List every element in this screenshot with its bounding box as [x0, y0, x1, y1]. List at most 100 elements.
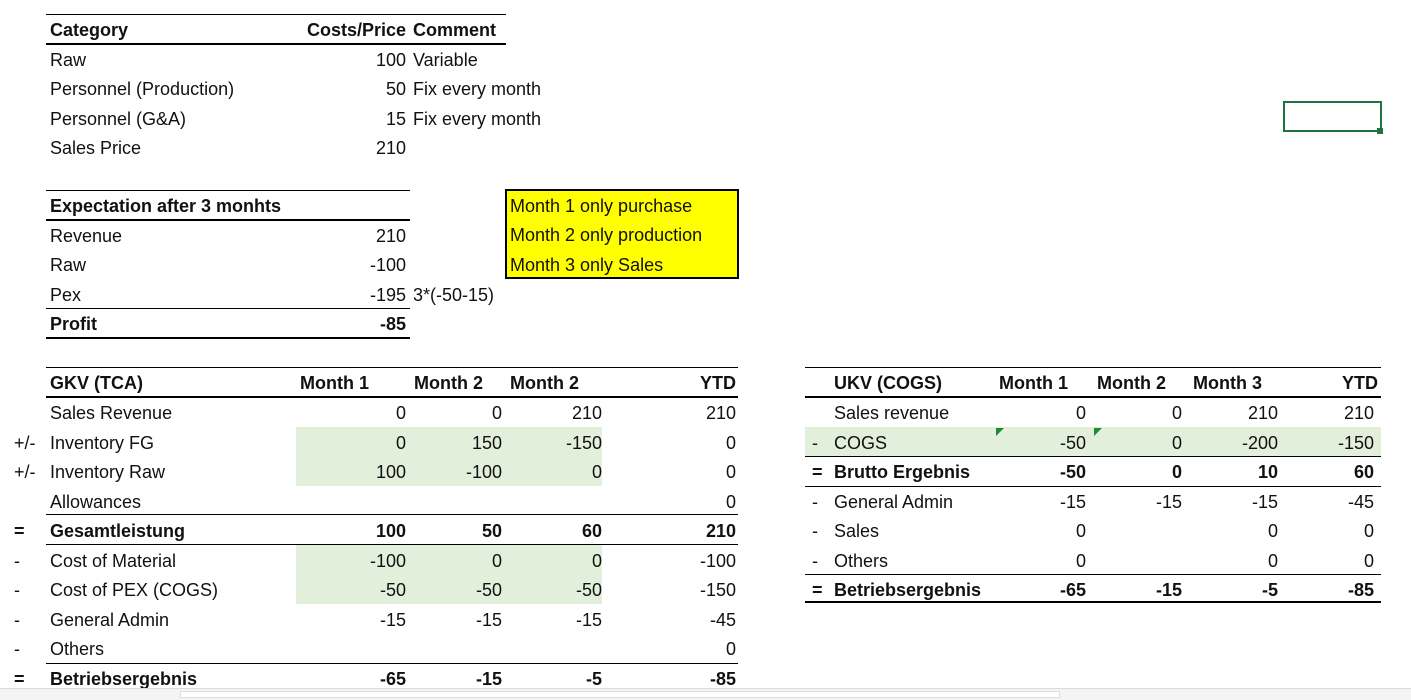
table1-cost[interactable]: 50: [385, 79, 406, 100]
gkv-sign[interactable]: -: [14, 609, 20, 630]
gkv-value[interactable]: 0: [591, 550, 602, 571]
scrollbar-thumb[interactable]: [180, 691, 1060, 698]
gkv-value[interactable]: -100: [465, 462, 502, 482]
note-line[interactable]: Month 3 only Sales: [510, 254, 664, 275]
gkv-sign[interactable]: -: [14, 580, 20, 600]
table1-category[interactable]: Personnel (G&A): [50, 108, 187, 129]
ukv-value[interactable]: -15: [1155, 491, 1182, 512]
expectation-label[interactable]: Revenue: [50, 226, 123, 246]
table1-header-costs[interactable]: Costs/Price: [306, 20, 406, 40]
gkv-value[interactable]: 210: [705, 521, 736, 541]
ukv-row-label[interactable]: Brutto Ergebnis: [834, 462, 971, 482]
gkv-value[interactable]: 210: [571, 403, 602, 423]
profit-value[interactable]: -85: [379, 314, 406, 334]
gkv-value[interactable]: -65: [379, 668, 406, 689]
ukv-value[interactable]: 0: [1075, 521, 1086, 541]
ukv-sign[interactable]: -: [812, 521, 818, 541]
gkv-value[interactable]: -50: [575, 580, 602, 600]
gkv-header-month3[interactable]: Month 2: [510, 373, 579, 393]
ukv-value[interactable]: -50: [1059, 432, 1086, 453]
expectation-label[interactable]: Raw: [50, 255, 87, 276]
ukv-sign[interactable]: -: [812, 491, 818, 512]
gkv-value[interactable]: 0: [725, 432, 736, 453]
ukv-value[interactable]: 0: [1171, 403, 1182, 423]
ukv-row-label[interactable]: COGS: [834, 432, 888, 453]
gkv-value[interactable]: -15: [379, 609, 406, 630]
gkv-header-ytd[interactable]: YTD: [700, 373, 736, 393]
expectation-value[interactable]: -195: [369, 284, 406, 305]
ukv-value[interactable]: -200: [1241, 432, 1278, 453]
gkv-row-label[interactable]: Inventory Raw: [50, 462, 166, 482]
ukv-header-month3[interactable]: Month 3: [1193, 373, 1262, 393]
gkv-row-label[interactable]: Betriebsergebnis: [50, 668, 198, 689]
ukv-value[interactable]: 0: [1075, 403, 1086, 423]
gkv-value[interactable]: -50: [379, 580, 406, 600]
gkv-value[interactable]: 100: [375, 521, 406, 541]
gkv-value[interactable]: 0: [491, 403, 502, 423]
table1-cost[interactable]: 210: [375, 137, 406, 158]
ukv-value[interactable]: 0: [1267, 521, 1278, 541]
gkv-sign[interactable]: -: [14, 639, 20, 659]
note-line[interactable]: Month 1 only purchase: [510, 196, 693, 216]
ukv-value[interactable]: 0: [1267, 550, 1278, 571]
ukv-value[interactable]: -5: [1261, 580, 1278, 600]
table1-comment[interactable]: Fix every month: [413, 108, 542, 129]
expectation-value[interactable]: -100: [369, 255, 406, 276]
gkv-header-month2[interactable]: Month 2: [414, 373, 483, 393]
ukv-value[interactable]: 10: [1257, 462, 1278, 482]
ukv-row-label[interactable]: General Admin: [834, 491, 954, 512]
gkv-row-label[interactable]: General Admin: [50, 609, 170, 630]
table1-header-category[interactable]: Category: [50, 20, 129, 40]
gkv-value[interactable]: 100: [375, 462, 406, 482]
gkv-sign[interactable]: -: [14, 550, 20, 571]
gkv-sign[interactable]: +/-: [14, 462, 36, 482]
gkv-value[interactable]: 0: [395, 403, 406, 423]
gkv-value[interactable]: -150: [699, 580, 736, 600]
table1-category[interactable]: Sales Price: [50, 137, 142, 158]
gkv-value[interactable]: 50: [481, 521, 502, 541]
gkv-value[interactable]: -150: [565, 432, 602, 453]
gkv-row-label[interactable]: Inventory FG: [50, 432, 155, 453]
note-line[interactable]: Month 2 only production: [510, 225, 703, 246]
ukv-header-month1[interactable]: Month 1: [999, 373, 1068, 393]
ukv-sign[interactable]: -: [812, 550, 818, 571]
gkv-row-label[interactable]: Cost of Material: [50, 550, 177, 571]
gkv-row-label[interactable]: Gesamtleistung: [50, 521, 186, 541]
ukv-value[interactable]: -50: [1059, 462, 1086, 482]
error-indicator-icon[interactable]: [1094, 428, 1102, 436]
gkv-value[interactable]: -50: [475, 580, 502, 600]
gkv-value[interactable]: 0: [395, 432, 406, 453]
ukv-value[interactable]: -85: [1347, 580, 1374, 600]
table1-category[interactable]: Raw: [50, 50, 87, 70]
gkv-value[interactable]: 0: [725, 639, 736, 659]
ukv-header-title[interactable]: UKV (COGS): [834, 373, 942, 393]
gkv-value[interactable]: -85: [709, 668, 736, 689]
gkv-header-title[interactable]: GKV (TCA): [50, 373, 143, 393]
ukv-value[interactable]: 210: [1247, 403, 1278, 423]
table1-cost[interactable]: 15: [385, 108, 406, 129]
ukv-sign[interactable]: =: [812, 580, 823, 600]
ukv-header-month2[interactable]: Month 2: [1097, 373, 1166, 393]
ukv-sign[interactable]: =: [812, 462, 823, 482]
gkv-value[interactable]: 0: [725, 462, 736, 482]
selected-cell[interactable]: [1283, 101, 1382, 132]
ukv-value[interactable]: 60: [1353, 462, 1374, 482]
ukv-value[interactable]: -15: [1059, 491, 1086, 512]
expectation-value[interactable]: 210: [375, 226, 406, 246]
gkv-header-month1[interactable]: Month 1: [300, 373, 369, 393]
table1-comment[interactable]: Fix every month: [413, 79, 542, 100]
ukv-value[interactable]: 0: [1363, 521, 1374, 541]
expectation-formula[interactable]: 3*(-50-15): [413, 284, 495, 305]
ukv-value[interactable]: -150: [1337, 432, 1374, 453]
ukv-row-label[interactable]: Sales: [834, 521, 880, 541]
ukv-value[interactable]: 0: [1171, 432, 1182, 453]
table1-category[interactable]: Personnel (Production): [50, 79, 235, 100]
gkv-value[interactable]: 210: [705, 403, 736, 423]
ukv-value[interactable]: -15: [1155, 580, 1182, 600]
gkv-value[interactable]: -15: [475, 609, 502, 630]
gkv-row-label[interactable]: Sales Revenue: [50, 403, 173, 423]
table1-header-comment[interactable]: Comment: [413, 20, 497, 40]
expectation-label[interactable]: Pex: [50, 284, 82, 305]
ukv-value[interactable]: 210: [1343, 403, 1374, 423]
ukv-row-label[interactable]: Sales revenue: [834, 403, 950, 423]
